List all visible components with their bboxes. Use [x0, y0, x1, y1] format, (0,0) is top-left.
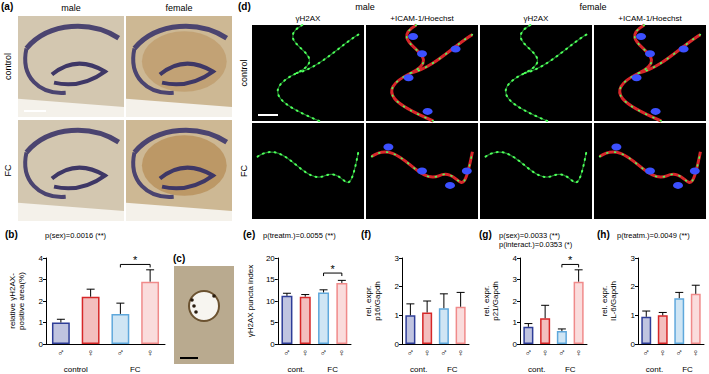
svg-text:♂: ♂ — [643, 347, 651, 358]
svg-text:cont.: cont. — [410, 365, 427, 374]
svg-text:2: 2 — [513, 297, 518, 306]
svg-text:FC: FC — [447, 365, 458, 374]
svg-text:p(interact.)=0.0353 (*): p(interact.)=0.0353 (*) — [499, 240, 573, 249]
svg-text:4: 4 — [513, 254, 518, 263]
svg-text:control: control — [239, 59, 249, 86]
svg-text:male: male — [61, 3, 81, 13]
svg-text:(e): (e) — [243, 229, 255, 240]
svg-text:FC: FC — [327, 365, 338, 374]
svg-text:rel. expr.: rel. expr. — [482, 286, 491, 317]
svg-text:+ICAM-1/Hoechst: +ICAM-1/Hoechst — [390, 14, 454, 23]
svg-text:1: 1 — [513, 318, 518, 327]
svg-text:1: 1 — [39, 318, 44, 327]
svg-text:♀: ♀ — [457, 347, 465, 358]
svg-text:1: 1 — [631, 311, 636, 320]
svg-text:♀: ♀ — [301, 347, 309, 358]
svg-text:4: 4 — [39, 254, 44, 263]
svg-text:(f): (f) — [361, 229, 371, 240]
svg-text:♀: ♀ — [423, 347, 431, 358]
svg-text:rel. expr.: rel. expr. — [364, 286, 373, 317]
svg-text:(d): (d) — [238, 1, 251, 12]
svg-text:♂: ♂ — [283, 347, 291, 358]
svg-text:relative γH2AX-: relative γH2AX- — [8, 273, 17, 329]
svg-text:3: 3 — [39, 275, 44, 284]
svg-text:male: male — [355, 2, 375, 12]
svg-text:♀: ♀ — [146, 347, 154, 358]
svg-text:0: 0 — [513, 340, 518, 349]
svg-text:(h): (h) — [597, 229, 610, 240]
svg-text:rel. expr.: rel. expr. — [600, 286, 609, 317]
svg-text:2: 2 — [631, 282, 636, 291]
svg-text:control: control — [3, 53, 13, 80]
svg-text:♀: ♀ — [541, 347, 549, 358]
svg-text:5: 5 — [270, 318, 275, 327]
svg-text:FC: FC — [3, 164, 13, 176]
svg-text:cont.: cont. — [287, 365, 304, 374]
svg-text:(a): (a) — [1, 1, 13, 12]
svg-text:*: * — [133, 254, 138, 266]
svg-text:0: 0 — [39, 340, 44, 349]
svg-text:p(sex)=0.0016 (**): p(sex)=0.0016 (**) — [45, 231, 107, 240]
svg-text:♂: ♂ — [320, 347, 328, 358]
svg-text:FC: FC — [565, 365, 576, 374]
svg-text:♂: ♂ — [57, 347, 65, 358]
svg-text:p(treatm.)=0.0055 (**): p(treatm.)=0.0055 (**) — [263, 231, 336, 240]
svg-text:♂: ♂ — [525, 347, 533, 358]
svg-text:♀: ♀ — [659, 347, 667, 358]
svg-text:IL-6/Gapdh: IL-6/Gapdh — [609, 281, 618, 321]
svg-text:♂: ♂ — [407, 347, 415, 358]
svg-text:♂: ♂ — [676, 347, 684, 358]
svg-text:2: 2 — [39, 297, 44, 306]
svg-text:♀: ♀ — [692, 347, 700, 358]
svg-text:γH2AX: γH2AX — [296, 14, 322, 23]
svg-text:(c): (c) — [173, 253, 185, 264]
svg-text:0: 0 — [270, 340, 275, 349]
svg-text:FC: FC — [239, 165, 249, 177]
svg-text:FC: FC — [130, 365, 141, 374]
svg-text:γH2AX puncta index: γH2AX puncta index — [246, 265, 255, 338]
svg-text:cont.: cont. — [528, 365, 545, 374]
svg-text:♂: ♂ — [558, 347, 566, 358]
svg-text:2: 2 — [395, 282, 400, 291]
svg-text:♂: ♂ — [117, 347, 125, 358]
svg-text:3: 3 — [395, 254, 400, 263]
svg-text:20: 20 — [266, 254, 275, 263]
svg-text:♀: ♀ — [87, 347, 95, 358]
svg-text:1: 1 — [395, 311, 400, 320]
svg-text:female: female — [165, 3, 192, 13]
svg-text:p21/Gapdh: p21/Gapdh — [491, 281, 500, 321]
svg-text:p16/Gapdh: p16/Gapdh — [373, 281, 382, 321]
svg-text:*: * — [331, 263, 336, 275]
svg-text:(g): (g) — [479, 229, 492, 240]
svg-text:cont.: cont. — [646, 365, 663, 374]
svg-text:+ICAM-1/Hoechst: +ICAM-1/Hoechst — [618, 14, 682, 23]
svg-text:positive area(%): positive area(%) — [17, 272, 26, 330]
svg-text:FC: FC — [682, 365, 693, 374]
svg-text:3: 3 — [631, 254, 636, 263]
svg-text:control: control — [64, 365, 88, 374]
svg-text:10: 10 — [266, 297, 275, 306]
svg-text:*: * — [568, 254, 573, 266]
svg-text:0: 0 — [395, 340, 400, 349]
svg-text:female: female — [579, 2, 606, 12]
svg-text:p(treatm.)=0.0049 (**): p(treatm.)=0.0049 (**) — [617, 231, 690, 240]
svg-text:♂: ♂ — [440, 347, 448, 358]
svg-text:p(sex)=0.0033 (**): p(sex)=0.0033 (**) — [499, 231, 561, 240]
svg-text:♀: ♀ — [338, 347, 346, 358]
svg-text:γH2AX: γH2AX — [524, 14, 550, 23]
svg-text:♀: ♀ — [575, 347, 583, 358]
svg-text:15: 15 — [266, 275, 275, 284]
svg-text:0: 0 — [631, 340, 636, 349]
svg-text:(b): (b) — [5, 229, 18, 240]
svg-text:3: 3 — [513, 275, 518, 284]
